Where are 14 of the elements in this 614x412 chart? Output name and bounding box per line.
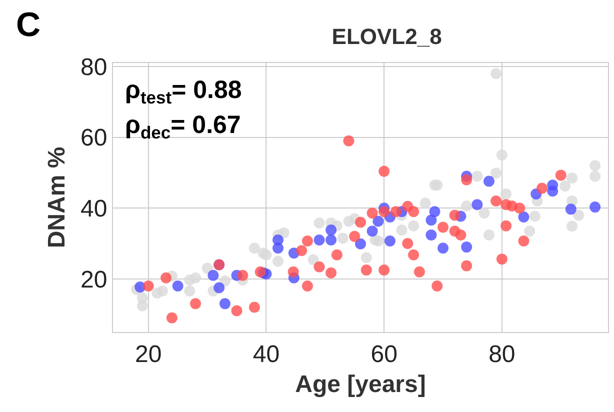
x-tick-label: 80 <box>488 340 516 368</box>
y-tick-label: 20 <box>80 266 108 294</box>
x-tick-label: 20 <box>135 340 162 368</box>
annotation: ρ$_{dec}$= 0.67 <box>125 111 241 142</box>
y-tick-label: 40 <box>80 196 108 223</box>
x-tick-label: 60 <box>370 340 398 368</box>
x-axis-title: Age [years] <box>295 371 426 398</box>
y-tick-label: 80 <box>80 54 108 81</box>
chart-title: ELOVL2_8 <box>332 24 442 50</box>
y-tick-label: 60 <box>80 124 108 152</box>
annotation: ρ$_{test}$= 0.88 <box>125 76 242 108</box>
y-axis-title: DNAm % <box>44 146 71 248</box>
text: C <box>16 6 41 44</box>
x-tick-label: 40 <box>252 340 280 368</box>
